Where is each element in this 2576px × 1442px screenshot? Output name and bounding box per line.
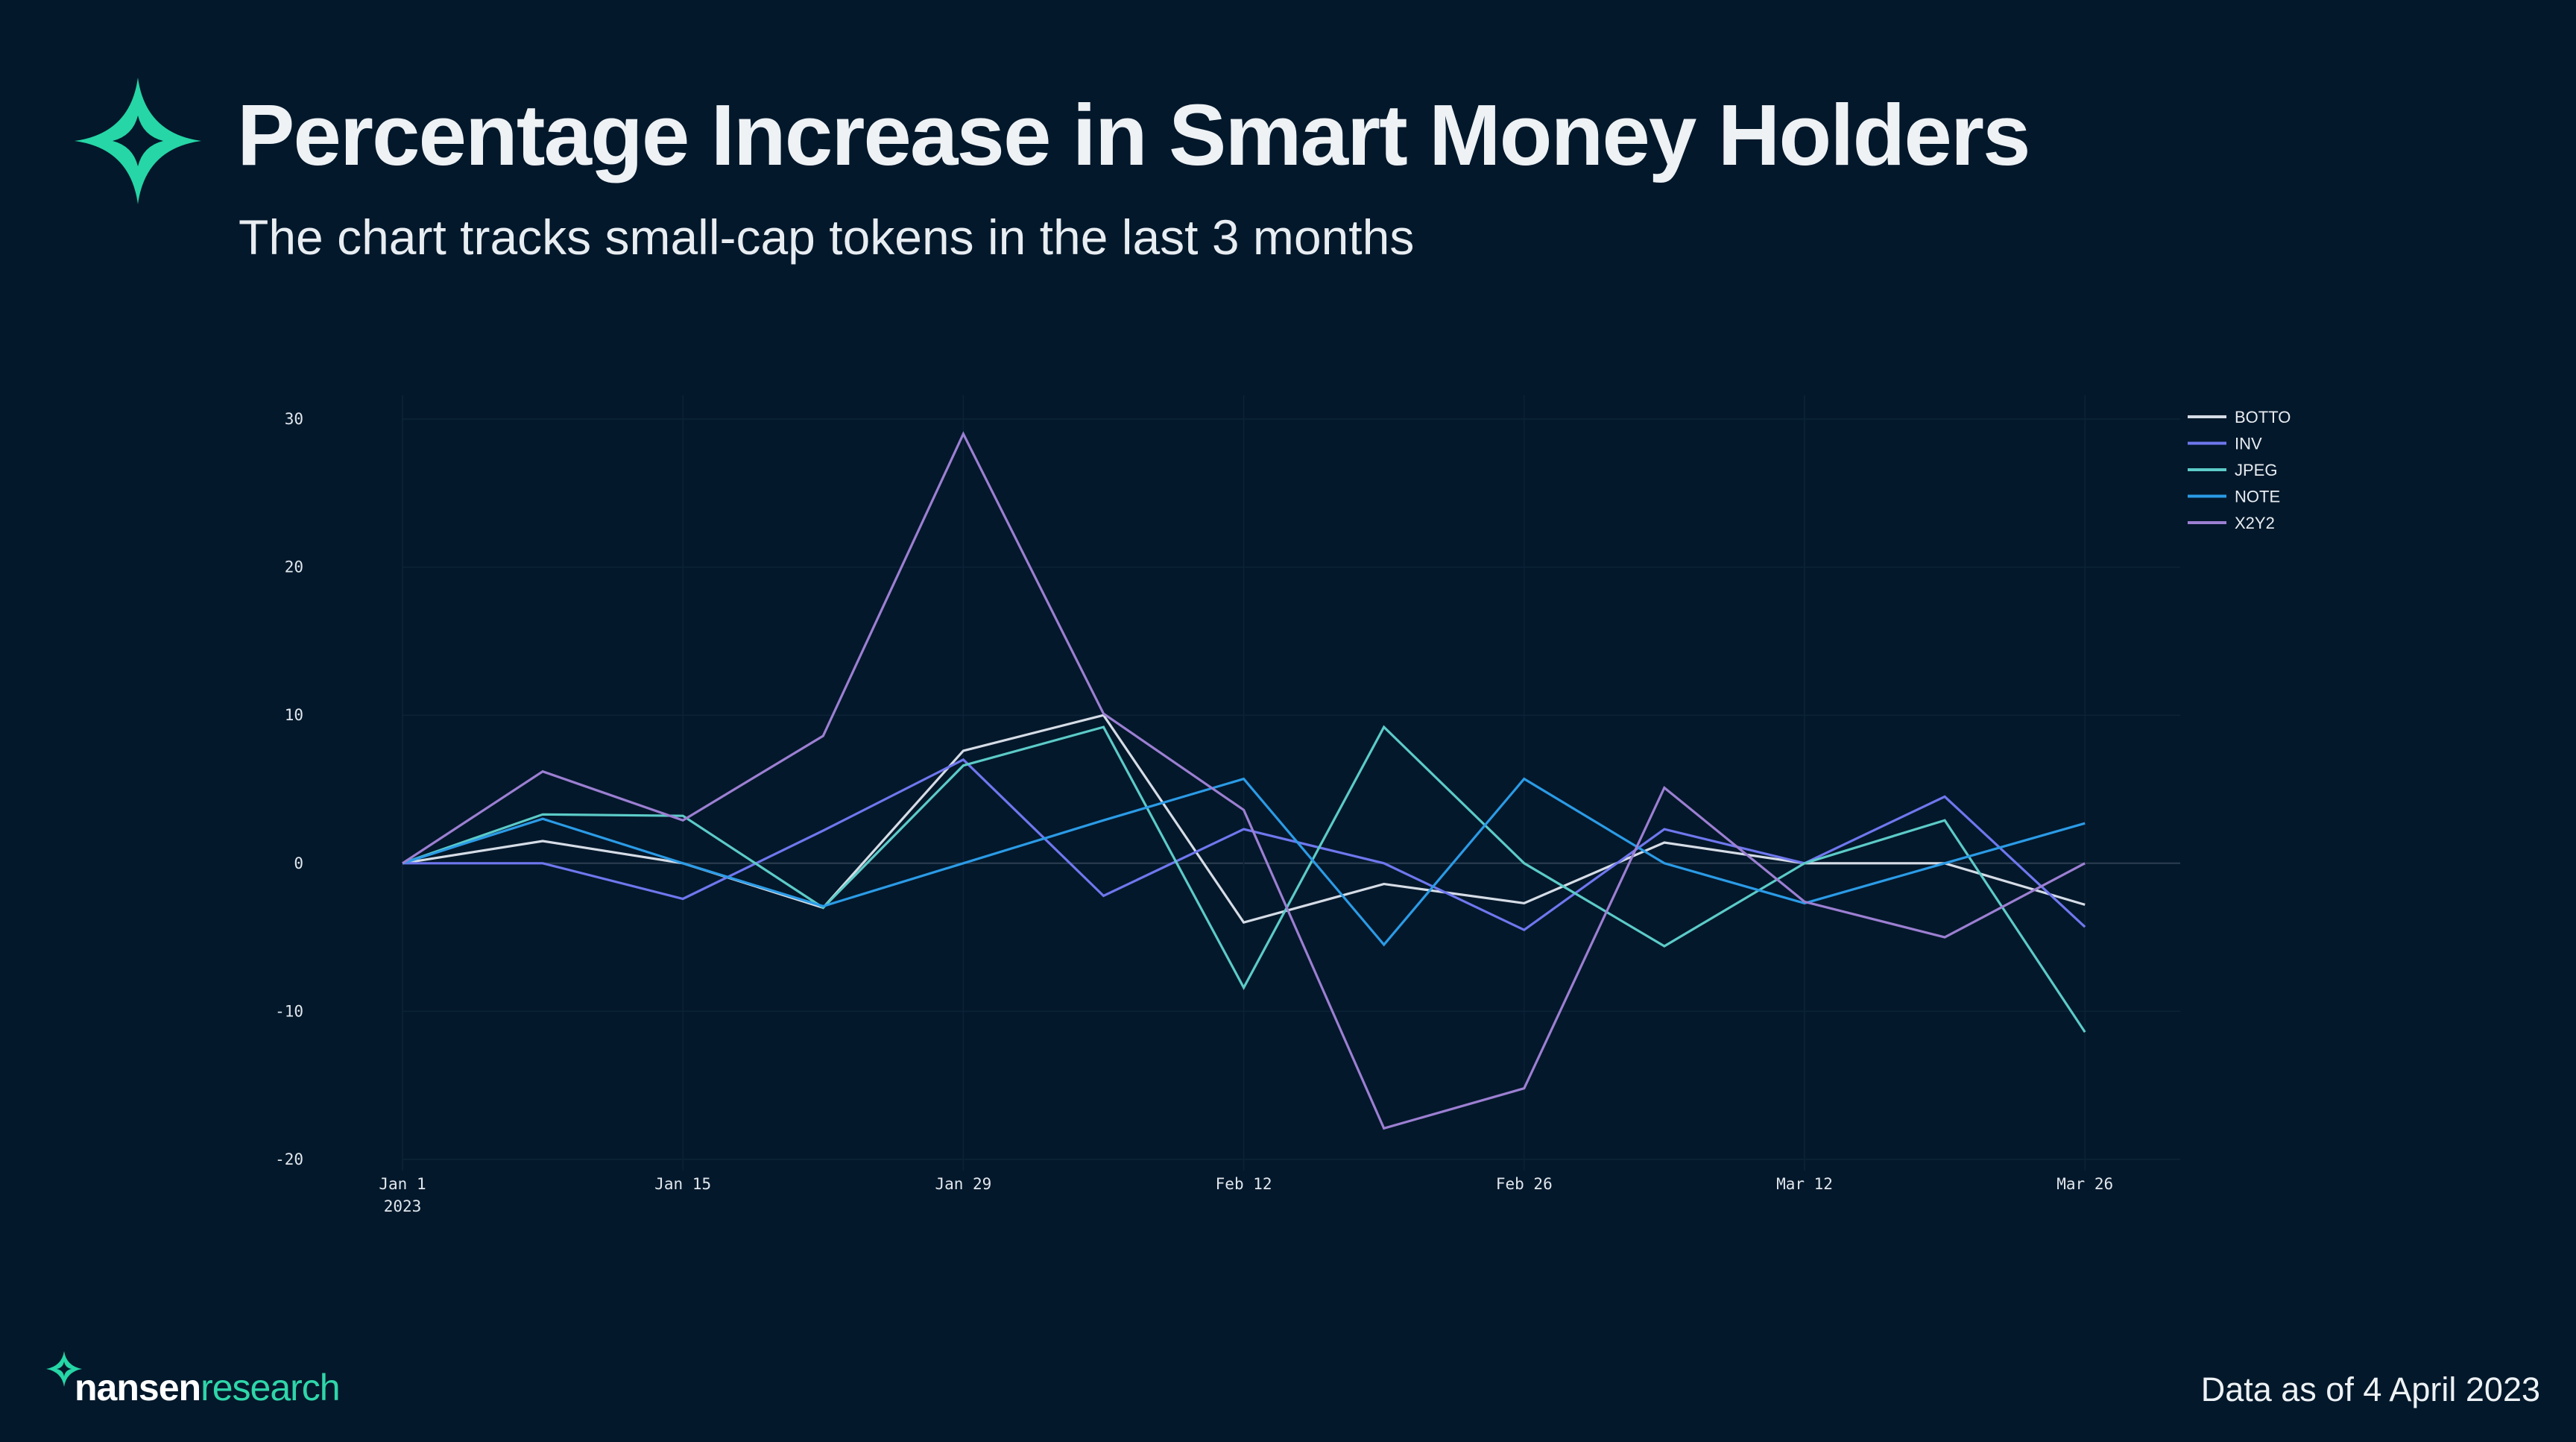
brand-wordmark: nansenresearch — [75, 1366, 341, 1409]
y-tick-label: 30 — [285, 410, 303, 428]
x-tick-label: Jan 29 — [935, 1175, 991, 1193]
data-date-note: Data as of 4 April 2023 — [2200, 1370, 2540, 1408]
chart-series — [402, 431, 2086, 1130]
legend-label-botto: BOTTO — [2235, 408, 2291, 426]
chart-legend: BOTTO INV JPEG NOTE X2Y2 — [2188, 408, 2291, 532]
y-tick-label: 20 — [285, 558, 303, 576]
brand-primary: nansen — [75, 1367, 201, 1408]
legend-label-inv: INV — [2235, 435, 2262, 453]
x-tick-label: Feb 26 — [1496, 1175, 1553, 1193]
x-tick-sublabel: 2023 — [384, 1197, 422, 1215]
series-line-jpeg — [402, 725, 2086, 1033]
chart-axes: 30 20 10 0 -10 -20 Jan 1 2023 Jan 15 Jan 29 Feb 12… — [275, 410, 2113, 1215]
chart-grid — [402, 395, 2180, 1171]
page-subtitle: The chart tracks small-cap tokens in the… — [239, 210, 1415, 265]
nansen-logo-icon — [75, 78, 201, 204]
x-tick-label: Jan 1 — [379, 1175, 426, 1193]
x-tick-label: Jan 15 — [654, 1175, 711, 1193]
page-title: Percentage Increase in Smart Money Holde… — [237, 86, 2031, 183]
x-tick-label: Mar 12 — [1776, 1175, 1833, 1193]
legend-label-jpeg: JPEG — [2235, 461, 2277, 479]
series-line-x2y2 — [402, 431, 2086, 1130]
y-tick-label: 0 — [294, 854, 303, 872]
legend-label-x2y2: X2Y2 — [2235, 514, 2275, 532]
brand-logo-icon — [46, 1351, 82, 1387]
series-line-note — [402, 777, 2086, 947]
legend-label-note: NOTE — [2235, 488, 2280, 506]
y-tick-label: -10 — [275, 1002, 303, 1020]
x-tick-label: Feb 12 — [1216, 1175, 1272, 1193]
x-tick-label: Mar 26 — [2056, 1175, 2113, 1193]
y-tick-label: -20 — [275, 1150, 303, 1168]
brand-secondary: research — [201, 1367, 341, 1408]
y-tick-label: 10 — [285, 706, 303, 724]
